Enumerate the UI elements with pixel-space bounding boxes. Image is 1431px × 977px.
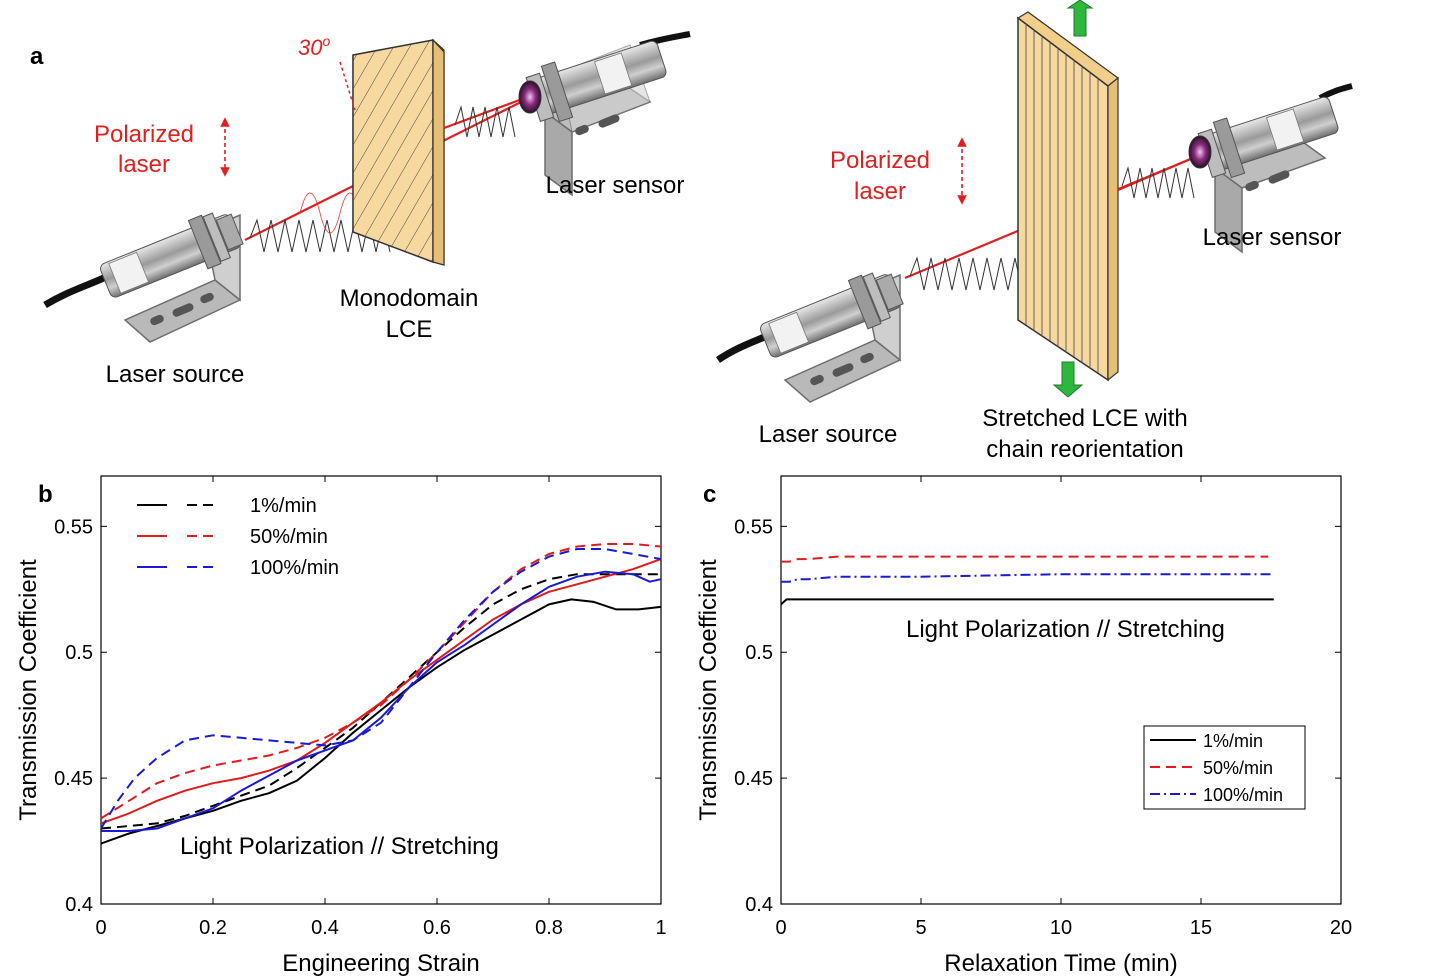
- x-tick-label: 0: [775, 917, 786, 939]
- laser-source-label-2: Laser source: [759, 421, 898, 448]
- x-tick-label: 0.6: [423, 917, 451, 939]
- legend-label: 100%/min: [250, 557, 339, 579]
- y-tick-label: 0.4: [65, 894, 93, 916]
- polarized-laser-label-2: laser: [118, 151, 170, 178]
- legend-c: 1%/min 50%/min 100%/min: [1143, 725, 1306, 810]
- laser-sensor-label-2: Laser sensor: [1203, 224, 1342, 251]
- x-tick-label: 5: [915, 917, 926, 939]
- monodomain-label-1: Monodomain: [340, 285, 479, 312]
- panel-c-label: c: [703, 481, 716, 508]
- y-tick-label: 0.5: [745, 642, 773, 664]
- y-tick-label: 0.45: [54, 768, 93, 790]
- x-tick-label: 0: [95, 917, 106, 939]
- annotation-c: Light Polarization // Stretching: [906, 616, 1225, 643]
- stretched-label-2: chain reorientation: [986, 436, 1183, 463]
- annotation-b: Light Polarization // Stretching: [180, 833, 499, 860]
- panel-b-label: b: [38, 481, 53, 508]
- legend-label: 50%/min: [1203, 758, 1273, 778]
- x-tick-label: 0.8: [535, 917, 563, 939]
- laser-source-label: Laser source: [106, 361, 245, 388]
- sensor-lens-2: [1188, 135, 1212, 169]
- stretch-arrow-down: [1052, 361, 1084, 398]
- series-line-100min-solid: [101, 570, 662, 832]
- stretched-label-1: Stretched LCE with: [982, 405, 1187, 432]
- series-line-50min-dashed: [781, 555, 1269, 563]
- chart-panel-b: b 0 0.2 0.4 0.6 0.8 1 0.4 0.45 0.5 0.55 1%/min 50%…: [15, 475, 667, 977]
- angle-label: 30o: [298, 33, 330, 60]
- plot-frame-b: [100, 475, 662, 905]
- setup-monodomain: 30o Polar: [43, 31, 691, 388]
- y-axis-label-c: Transmission Coefficient: [695, 559, 722, 821]
- stretch-arrow-up: [1066, 0, 1094, 37]
- polarized-laser-label-2-2: laser: [854, 178, 906, 205]
- x-tick-label: 10: [1050, 917, 1072, 939]
- x-axis-label-b: Engineering Strain: [282, 950, 479, 977]
- series-line-50min-solid: [100, 558, 662, 825]
- panel-a: a: [30, 0, 1353, 463]
- panel-a-label: a: [30, 43, 44, 70]
- y-tick-label: 0.4: [745, 894, 773, 916]
- monodomain-lce-slab: [352, 38, 445, 266]
- laser-source-device: [100, 212, 244, 298]
- series-line-100min-dashed: [100, 548, 662, 830]
- series-line-100min-dashdot: [781, 573, 1271, 583]
- plot-frame-c: [780, 475, 1342, 905]
- series-group-c: [780, 555, 1274, 606]
- x-tick-label: 20: [1330, 917, 1352, 939]
- y-tick-label: 0.45: [734, 768, 773, 790]
- chart-panel-c: c 0 5 10 15 20 0.4 0.45 0.5 0.55 1%/min 50%/min 10…: [695, 475, 1352, 977]
- polarized-laser-label-2-1: Polarized: [830, 147, 930, 174]
- polarized-wave-out: [454, 105, 516, 138]
- laser-sensor-device-2: [1188, 83, 1353, 254]
- series-line-1min-solid: [100, 598, 662, 845]
- legend-label: 1%/min: [1203, 731, 1263, 751]
- legend-label: 50%/min: [250, 526, 328, 548]
- series-line-1min-solid: [780, 598, 1274, 606]
- x-tick-label: 15: [1190, 917, 1212, 939]
- chain-lines: [1025, 24, 1099, 373]
- laser-sensor-label: Laser sensor: [546, 172, 685, 199]
- laser-beam-exit-2: [1117, 153, 1201, 192]
- axis-ticks-c: 0 5 10 15 20 0.4 0.45 0.5 0.55: [734, 476, 1352, 939]
- x-axis-label-c: Relaxation Time (min): [944, 950, 1177, 977]
- legend-label: 100%/min: [1203, 785, 1283, 805]
- y-tick-label: 0.55: [54, 516, 93, 538]
- laser-sensor-device: [518, 31, 691, 197]
- x-tick-label: 0.2: [199, 917, 227, 939]
- legend-b: 1%/min 50%/min 100%/min: [137, 495, 339, 579]
- polarized-laser-label-1: Polarized: [94, 121, 194, 148]
- series-line-50min-dashed: [100, 543, 662, 820]
- y-tick-label: 0.5: [65, 642, 93, 664]
- polarized-wave-out-2: [1121, 166, 1195, 199]
- x-tick-label: 1: [655, 917, 666, 939]
- axis-ticks-b: 0 0.2 0.4 0.6 0.8 1 0.4 0.45 0.5 0.55: [54, 476, 667, 939]
- source-cable: [43, 271, 112, 309]
- angle-indicator: [339, 61, 356, 111]
- laser-beam-exit: [443, 96, 526, 130]
- x-tick-label: 0.4: [311, 917, 339, 939]
- stretched-lce-slab: [1016, 11, 1119, 382]
- legend-label: 1%/min: [250, 495, 317, 517]
- sensor-lens: [518, 80, 542, 114]
- y-axis-label-b: Transmission Coefficient: [15, 559, 42, 821]
- series-group-b: [100, 543, 662, 845]
- monodomain-label-2: LCE: [386, 316, 433, 343]
- setup-stretched: Polarized laser Stretched LCE with chain…: [716, 0, 1353, 463]
- laser-source-device-2: [760, 272, 904, 358]
- y-tick-label: 0.55: [734, 516, 773, 538]
